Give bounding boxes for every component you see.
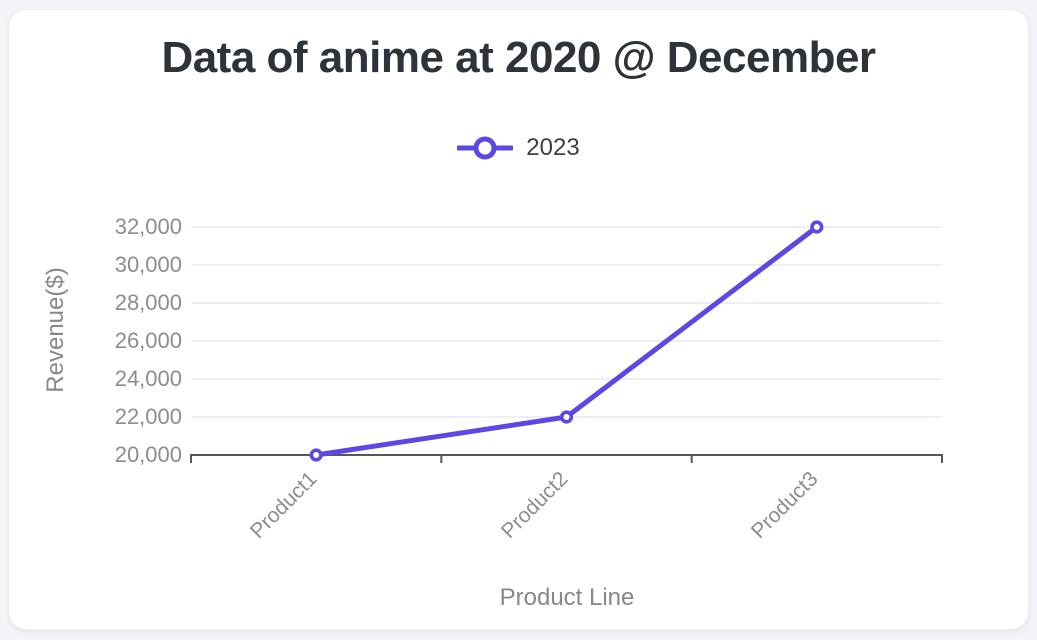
legend-item-2023[interactable]: 2023 (457, 134, 580, 162)
data-point-Product3[interactable] (810, 220, 824, 234)
data-point-Product1[interactable] (309, 448, 323, 462)
data-point-Product2[interactable] (559, 410, 574, 424)
chart-title: Data of anime at 2020 @ December (161, 33, 876, 82)
legend-label: 2023 (526, 134, 580, 161)
legend-line-marker-icon (457, 136, 514, 160)
legend: 2023 (0, 134, 1037, 162)
x-axis-title: Product Line (499, 584, 635, 611)
chart-card (8, 9, 1029, 630)
